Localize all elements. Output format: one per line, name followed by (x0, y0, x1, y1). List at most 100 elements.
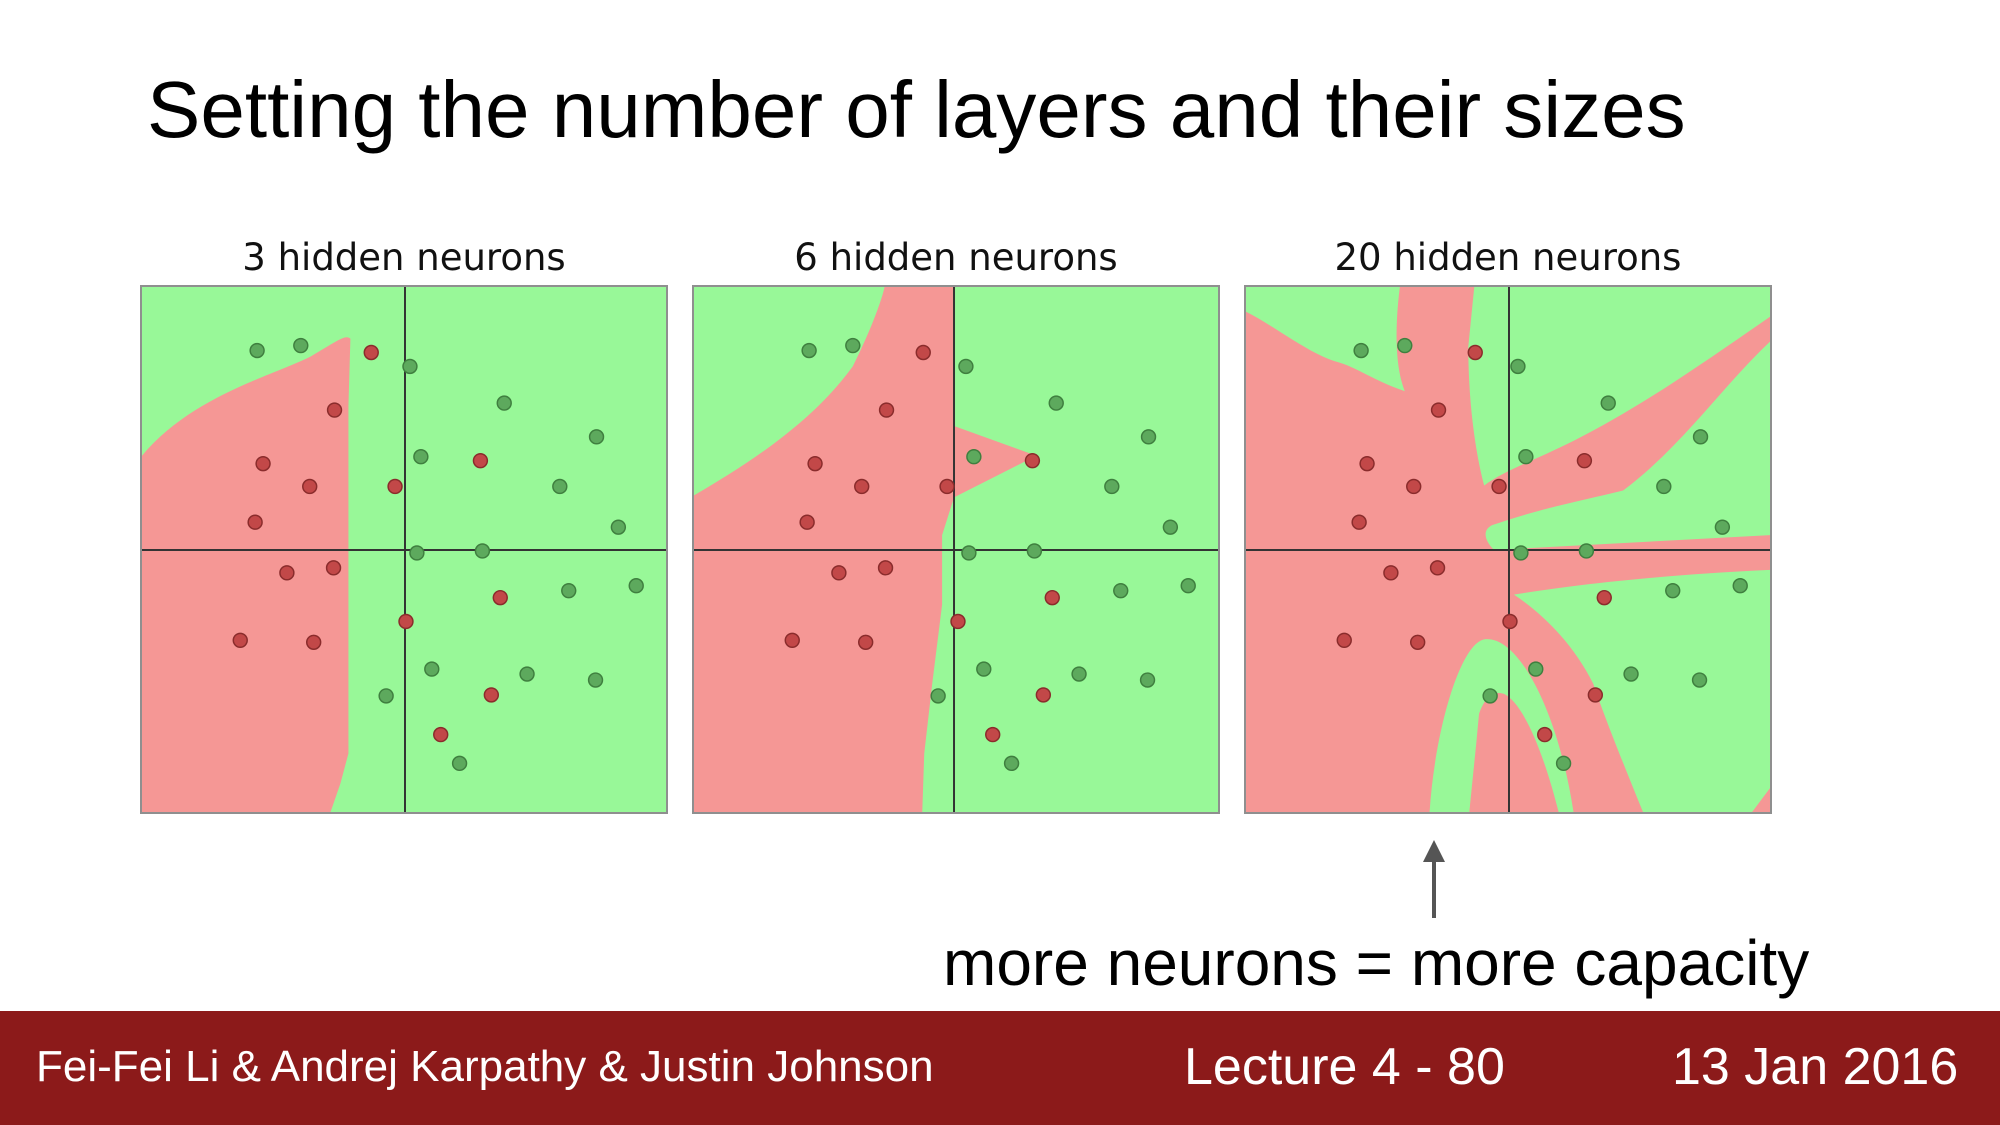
green-point (1482, 688, 1498, 704)
red-point (1336, 632, 1352, 648)
green-region-bottom-right (1513, 569, 1770, 812)
green-point (1003, 755, 1020, 772)
green-region-bottom-left-fork (1429, 659, 1485, 812)
red-point (1430, 402, 1447, 418)
green-point (1140, 429, 1157, 445)
red-point (492, 589, 508, 606)
green-point (1104, 478, 1120, 495)
red-point (363, 344, 379, 361)
green-point (451, 755, 468, 772)
red-point (877, 560, 894, 576)
green-point (1665, 582, 1681, 599)
red-point (483, 687, 500, 703)
green-point (1714, 519, 1731, 535)
red-point (1429, 560, 1446, 576)
panel-title-3-neurons: 3 hidden neurons (242, 236, 566, 279)
green-point (628, 578, 644, 594)
red-point (433, 726, 449, 743)
red-point (305, 634, 322, 650)
red-region (142, 337, 351, 812)
green-point (1180, 578, 1196, 594)
red-point (1044, 589, 1060, 606)
green-point (1113, 582, 1129, 599)
data-points (784, 337, 1196, 772)
red-point (1409, 634, 1426, 650)
red-point (985, 726, 1001, 743)
green-point (552, 478, 568, 495)
green-point (1623, 666, 1639, 682)
green-region-right-wedge (1485, 341, 1770, 550)
green-point (413, 449, 429, 465)
red-point (1576, 452, 1593, 469)
red-point (1596, 589, 1612, 606)
green-point (1162, 519, 1179, 535)
green-point (1691, 672, 1708, 688)
data-points (232, 337, 644, 772)
data-points (1336, 337, 1748, 772)
slide-title: Setting the number of layers and their s… (147, 65, 1686, 154)
red-point (1383, 565, 1399, 581)
green-point (1518, 449, 1534, 465)
decision-boundary-plot-20-neurons (1244, 285, 1772, 814)
red-point (1351, 514, 1367, 530)
green-point (976, 661, 992, 677)
green-point (1528, 661, 1544, 677)
red-point (472, 452, 489, 469)
green-point (402, 358, 418, 375)
green-point (378, 688, 394, 704)
panel-title-20-neurons: 20 hidden neurons (1334, 236, 1682, 279)
red-point (831, 565, 847, 581)
green-point (966, 449, 982, 465)
green-point (1732, 578, 1748, 594)
red-point (784, 632, 800, 648)
red-point (878, 402, 895, 418)
green-point (519, 666, 535, 682)
footer-authors: Fei-Fei Li & Andrej Karpathy & Justin Jo… (36, 1042, 934, 1091)
green-point (424, 661, 440, 677)
red-point (325, 560, 342, 576)
green-point (409, 545, 425, 561)
red-point (1537, 726, 1553, 743)
green-point (1578, 543, 1595, 559)
footer-bar: Fei-Fei Li & Andrej Karpathy & Justin Jo… (0, 1011, 2000, 1125)
red-point (398, 613, 414, 630)
red-point (1359, 455, 1375, 472)
green-point (474, 543, 491, 559)
red-point (1406, 478, 1422, 495)
red-point (939, 478, 955, 495)
green-point (587, 672, 604, 688)
red-point (1502, 613, 1518, 630)
red-point (387, 478, 403, 495)
green-point (1071, 666, 1087, 682)
decision-boundary-plot-3-neurons (140, 285, 668, 814)
green-point (293, 337, 309, 354)
green-point (1513, 545, 1529, 561)
green-point (930, 688, 946, 704)
green-point (1026, 543, 1043, 559)
red-point (326, 402, 343, 418)
red-point (247, 514, 263, 530)
red-point (854, 478, 870, 495)
green-point (961, 545, 977, 561)
green-point (1397, 337, 1413, 354)
red-point (279, 565, 295, 581)
green-point (496, 395, 512, 411)
green-point (610, 519, 627, 535)
green-point (1353, 342, 1369, 359)
red-point (302, 478, 318, 495)
red-point (1035, 687, 1052, 703)
red-point (1024, 452, 1041, 469)
green-point (1692, 429, 1709, 445)
green-point (588, 429, 605, 445)
red-point (799, 514, 815, 530)
red-point (255, 455, 271, 472)
red-point (232, 632, 248, 648)
green-point (958, 358, 974, 375)
green-point (1555, 755, 1572, 772)
red-point (1587, 687, 1604, 703)
green-point (1600, 395, 1616, 411)
footer-date: 13 Jan 2016 (1672, 1038, 1959, 1096)
green-point (801, 342, 817, 359)
red-point (857, 634, 874, 650)
decision-boundary-plot-6-neurons (692, 285, 1220, 814)
